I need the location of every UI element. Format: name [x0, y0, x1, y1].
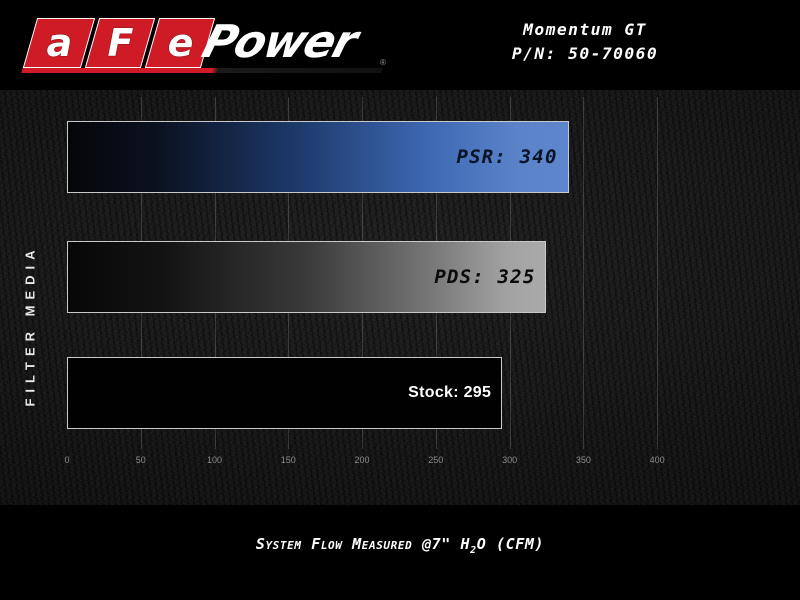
- bar-label-stock: Stock: 295: [408, 384, 492, 401]
- logo-slab-a: a: [22, 18, 96, 68]
- header-bar: a F e Power ® Momentum GT P/N: 50-70060: [0, 0, 800, 90]
- logo-underbar: [21, 68, 383, 73]
- caption-text-before: System Flow Measured @7" H: [255, 535, 471, 553]
- x-tick-label-50: 50: [135, 455, 146, 465]
- logo-slab-f: F: [84, 18, 156, 68]
- y-axis-label-text: FILTER MEDIA: [22, 243, 38, 407]
- x-axis-caption: System Flow Measured @7" H2O (CFM): [0, 535, 800, 556]
- x-tick-label-350: 350: [575, 455, 591, 465]
- plot-area: PSR: 340 PDS: 325 Stock: 295: [67, 97, 694, 449]
- footer-bar: System Flow Measured @7" H2O (CFM): [0, 505, 800, 600]
- caption-text-after: O (CFM): [476, 535, 545, 553]
- registered-trademark-icon: ®: [380, 58, 386, 67]
- logo-letter-f: F: [107, 21, 133, 65]
- x-tick-label-0: 0: [64, 455, 70, 465]
- x-tick-label-150: 150: [280, 455, 296, 465]
- x-axis-ticks: 0 50 100 150 200 250 300 350 400: [64, 455, 694, 475]
- logo-wordmark-power: Power: [196, 15, 363, 68]
- x-tick-label-400: 400: [649, 455, 665, 465]
- x-tick-label-250: 250: [428, 455, 444, 465]
- gridline-400: [657, 97, 659, 449]
- part-number: P/N: 50-70060: [511, 44, 659, 63]
- x-tick-label-300: 300: [502, 455, 518, 465]
- x-tick-label-100: 100: [207, 455, 223, 465]
- bar-pds: PDS: 325: [67, 241, 547, 313]
- bar-psr: PSR: 340: [67, 121, 569, 193]
- product-title: Momentum GT: [523, 20, 647, 39]
- y-axis-label: FILTER MEDIA: [0, 200, 60, 450]
- logo-letter-a: a: [46, 21, 72, 65]
- gridline-350: [583, 97, 585, 449]
- afe-power-logo: a F e Power ®: [18, 12, 388, 74]
- bar-stock: Stock: 295: [67, 357, 503, 429]
- bar-label-pds: PDS: 325: [434, 266, 536, 288]
- caption-subscript: 2: [470, 545, 477, 556]
- x-tick-label-200: 200: [354, 455, 370, 465]
- bar-label-psr: PSR: 340: [456, 146, 558, 168]
